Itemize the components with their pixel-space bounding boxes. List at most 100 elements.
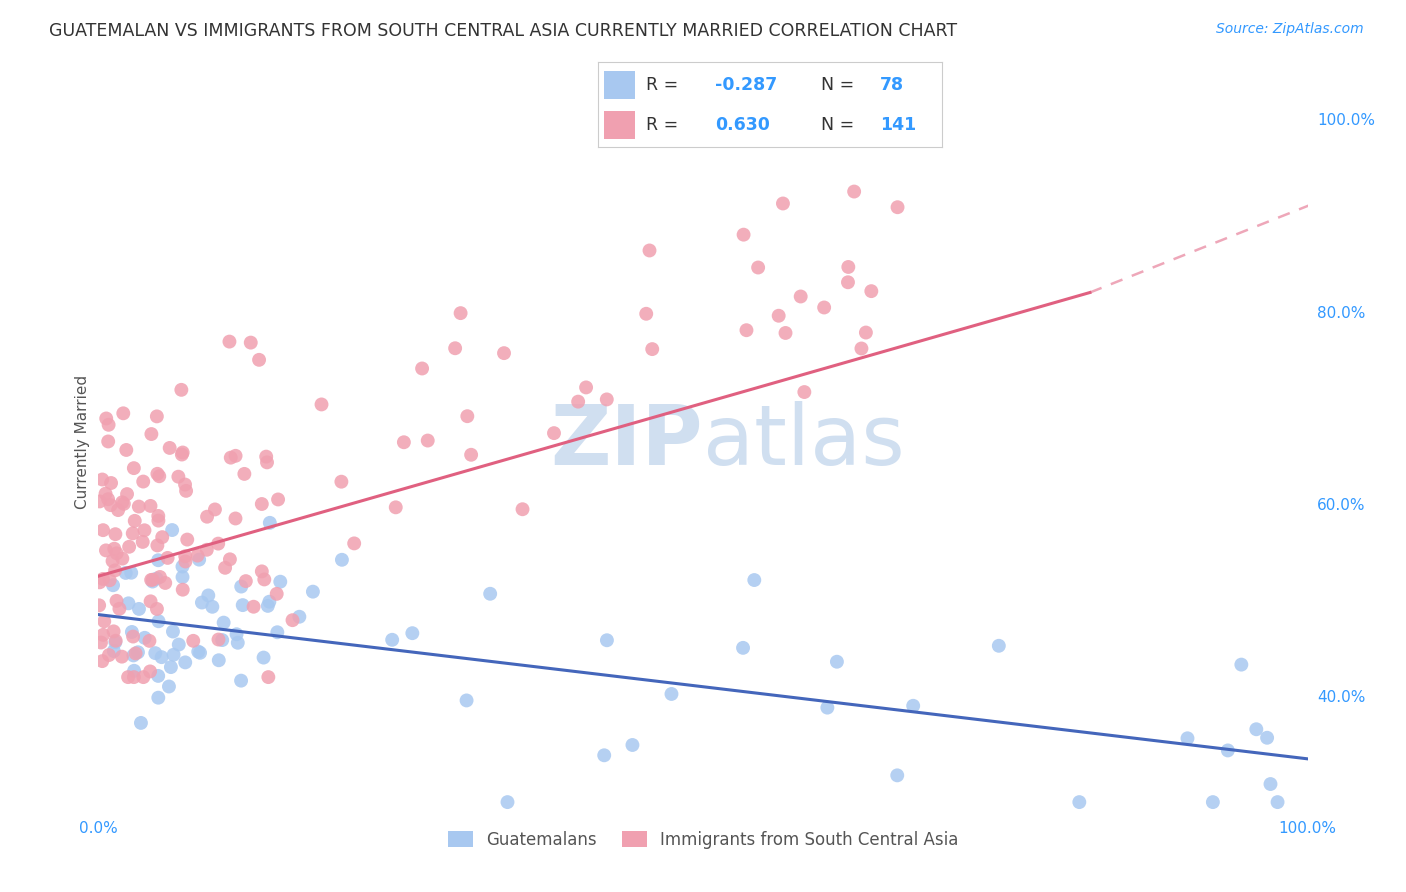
Point — [98, 573, 121, 587]
Point — [174, 483, 197, 498]
Point — [90, 635, 112, 649]
Point — [115, 442, 138, 457]
Text: N =: N = — [821, 76, 860, 94]
Point — [232, 598, 254, 612]
Point — [127, 645, 149, 659]
Point — [567, 394, 589, 409]
Point — [129, 715, 152, 730]
Point — [167, 469, 190, 483]
Point — [104, 633, 127, 648]
Point — [104, 635, 127, 649]
Point — [225, 449, 247, 463]
Point — [111, 649, 134, 664]
Point — [855, 326, 877, 340]
Point — [118, 540, 141, 554]
Point — [384, 500, 406, 515]
Point — [122, 670, 145, 684]
Point — [768, 309, 790, 323]
Text: -0.287: -0.287 — [714, 76, 778, 94]
Point — [121, 526, 143, 541]
Point — [225, 627, 247, 641]
Point — [139, 665, 162, 679]
Point — [105, 546, 128, 560]
Point — [1216, 743, 1239, 757]
Point — [124, 646, 146, 660]
Point — [456, 693, 478, 707]
Text: 141: 141 — [880, 116, 917, 134]
Point — [103, 541, 125, 556]
Point — [207, 536, 229, 550]
Point — [148, 669, 170, 683]
Point — [207, 632, 229, 647]
Point — [242, 599, 264, 614]
Point — [172, 582, 194, 597]
Point — [117, 670, 139, 684]
Text: R =: R = — [645, 116, 683, 134]
Point — [197, 589, 219, 603]
Point — [148, 514, 170, 528]
Point — [229, 673, 252, 688]
Point — [132, 475, 155, 489]
Point — [214, 561, 236, 575]
Point — [1260, 777, 1282, 791]
Point — [641, 342, 664, 356]
Point — [96, 411, 118, 425]
Point — [492, 346, 515, 360]
Text: 78: 78 — [880, 76, 904, 94]
Text: Source: ZipAtlas.com: Source: ZipAtlas.com — [1216, 22, 1364, 37]
Point — [638, 244, 661, 258]
Point — [170, 448, 193, 462]
Point — [122, 664, 145, 678]
Point — [146, 602, 169, 616]
Point — [91, 628, 114, 642]
Point — [150, 650, 173, 665]
Point — [148, 508, 170, 523]
Point — [401, 626, 423, 640]
Point — [108, 601, 131, 615]
Point — [89, 599, 111, 613]
Point — [789, 289, 811, 303]
Point — [162, 624, 184, 639]
Point — [141, 427, 163, 442]
Point — [187, 645, 209, 659]
Point — [247, 352, 270, 367]
Point — [134, 631, 156, 645]
Point — [104, 563, 127, 577]
Point — [330, 553, 353, 567]
Point — [735, 323, 758, 337]
Text: atlas: atlas — [703, 401, 904, 482]
Point — [1246, 723, 1268, 737]
Point — [596, 633, 619, 648]
Point — [733, 227, 755, 242]
Point — [132, 670, 155, 684]
Point — [479, 587, 502, 601]
Point — [450, 306, 472, 320]
Point — [256, 455, 278, 469]
Point — [256, 599, 278, 613]
Point — [93, 615, 115, 629]
Point — [105, 594, 128, 608]
Point — [101, 554, 124, 568]
Point — [259, 595, 281, 609]
Point — [134, 523, 156, 537]
Point — [146, 409, 169, 424]
Point — [139, 594, 162, 608]
Point — [742, 573, 765, 587]
Point — [901, 698, 924, 713]
Point — [186, 549, 208, 563]
Point — [148, 553, 170, 567]
Point — [141, 574, 163, 589]
Point — [813, 301, 835, 315]
Point — [311, 397, 333, 411]
Point — [825, 655, 848, 669]
Point — [661, 687, 683, 701]
Point — [148, 469, 170, 483]
Point — [122, 461, 145, 475]
Point — [204, 502, 226, 516]
Point — [121, 624, 143, 639]
Bar — [605, 111, 636, 139]
Point — [1069, 795, 1091, 809]
Point — [191, 595, 214, 609]
Point — [269, 574, 291, 589]
Point — [115, 487, 138, 501]
